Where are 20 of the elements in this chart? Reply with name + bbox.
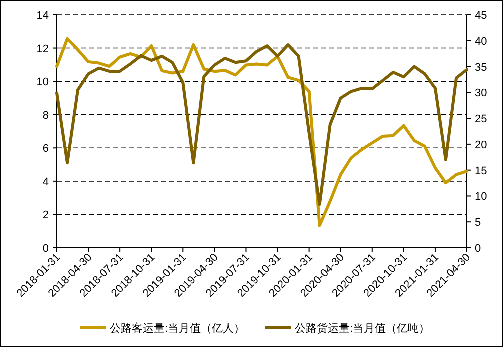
y2-tick-label: 15 [475, 165, 488, 178]
y2-tick-label: 0 [475, 243, 482, 255]
y-tick-label: 6 [42, 143, 49, 156]
y2-tick-label: 45 [475, 10, 488, 22]
y2-tick-label: 5 [475, 217, 482, 230]
legend-label: 公路货运量:当月值（亿吨） [295, 322, 430, 335]
y2-tick-label: 25 [475, 114, 488, 126]
y2-tick-label: 30 [475, 88, 488, 100]
y2-tick-label: 10 [475, 191, 488, 204]
y-tick-label: 4 [42, 176, 49, 188]
y-tick-label: 12 [36, 43, 49, 56]
y2-tick-label: 35 [475, 62, 488, 74]
y-tick-label: 14 [36, 10, 49, 22]
legend-label: 公路客运量:当月值（亿人） [110, 322, 246, 335]
y2-tick-label: 40 [475, 36, 488, 48]
y2-tick-label: 20 [475, 139, 488, 152]
y-tick-label: 8 [42, 110, 49, 122]
y-tick-label: 10 [36, 76, 49, 89]
y-tick-label: 0 [42, 243, 49, 255]
y-tick-label: 2 [42, 210, 49, 222]
